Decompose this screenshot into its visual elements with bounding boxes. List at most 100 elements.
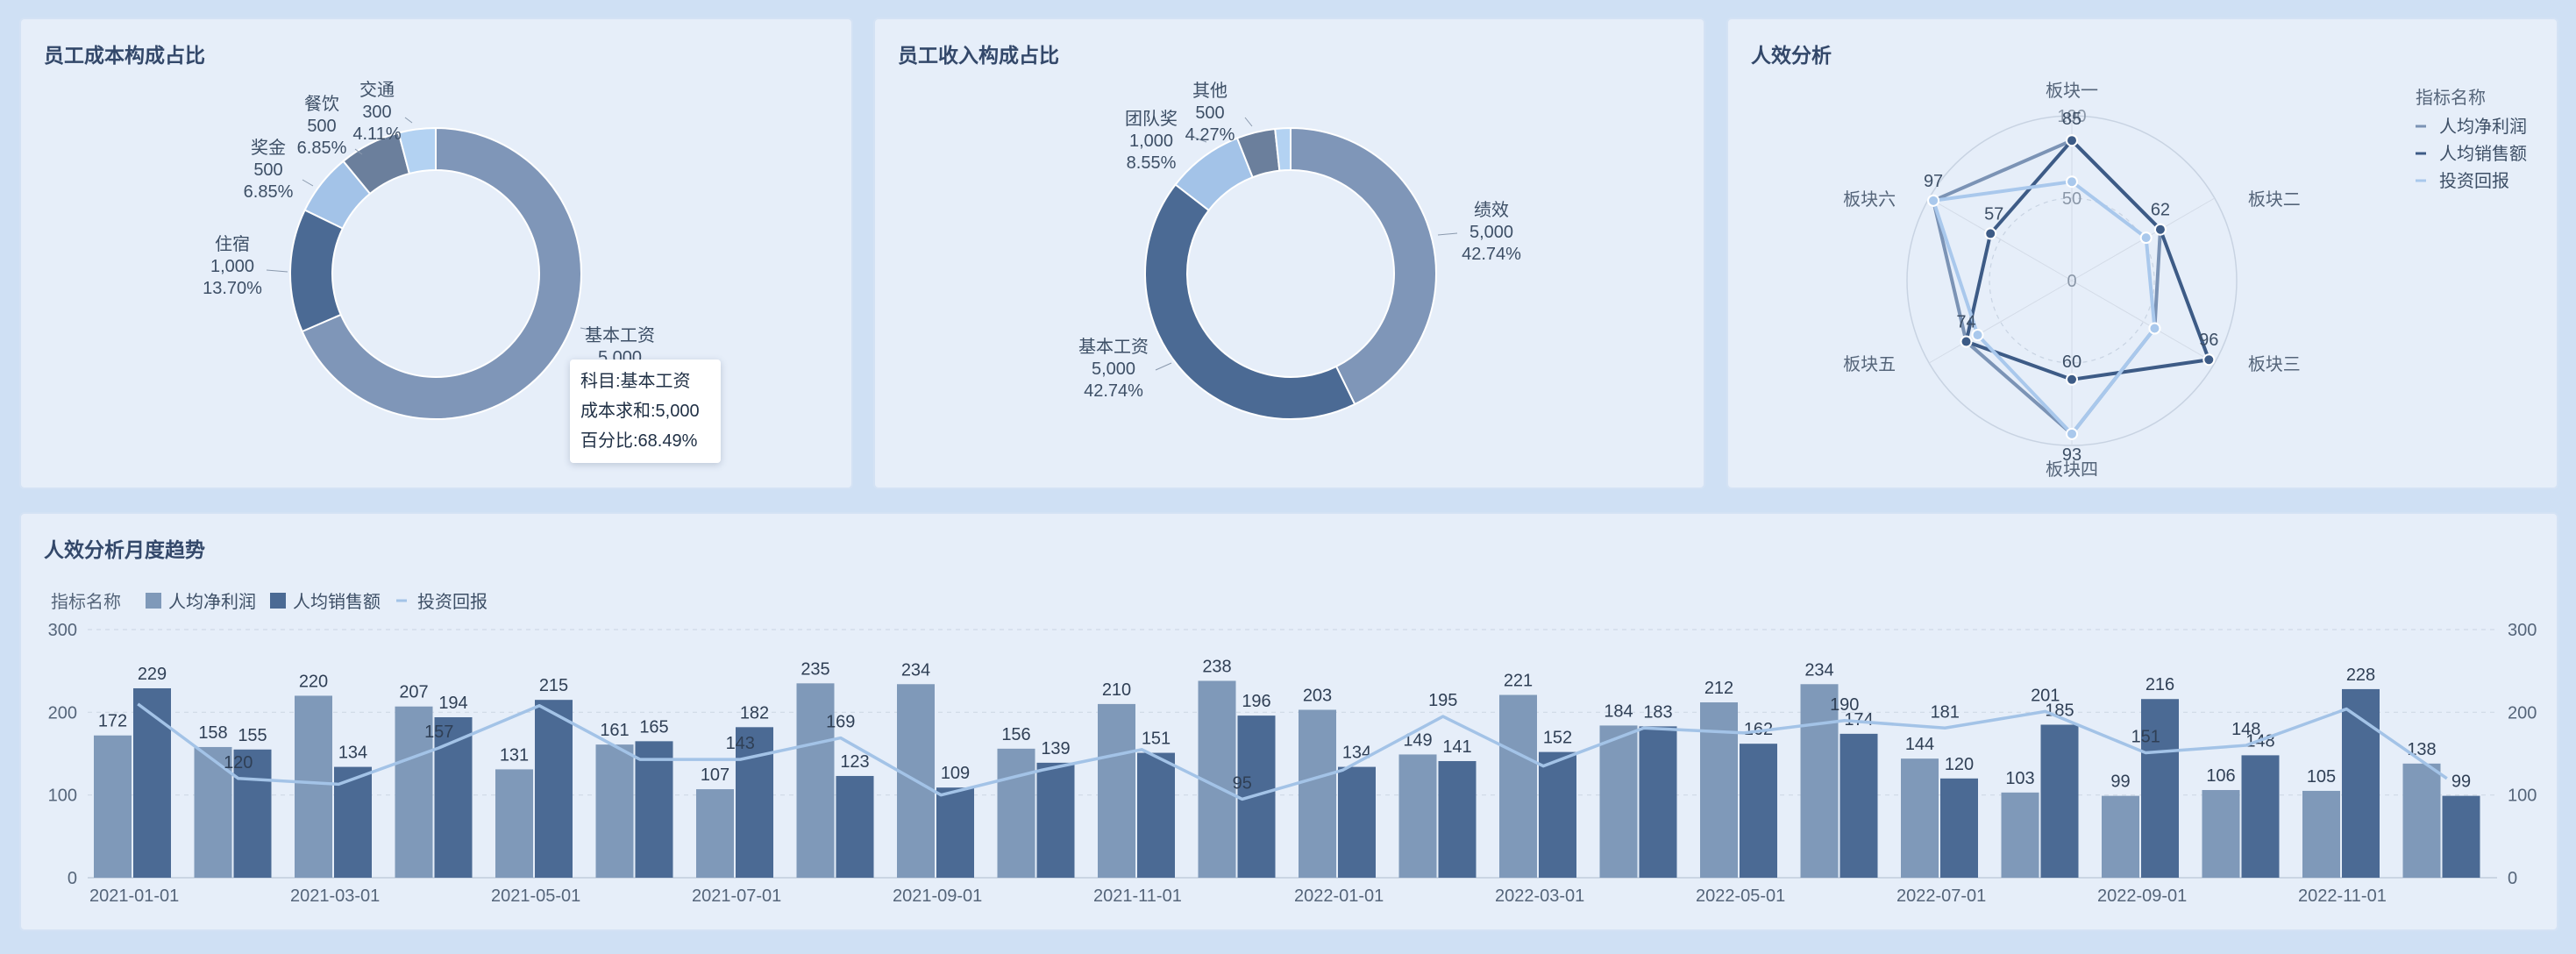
trend-bar-0-0 [94, 735, 132, 878]
radar-point-2-2 [2148, 322, 2161, 335]
trend-bar-0-2 [295, 695, 332, 878]
income-slice-label-0: 绩效 [1474, 200, 1509, 220]
trend-legend-title: 指标名称 [51, 592, 121, 612]
trend-xtick-18: 2022-07-01 [1896, 886, 1986, 906]
trend-line-label-1: 157 [424, 723, 453, 742]
trend-bar-1-4 [535, 700, 573, 878]
trend-bar-label-0-3: 207 [399, 683, 428, 702]
trend-bar-label-1-13: 141 [1442, 737, 1471, 757]
trend-bar-0-16 [1700, 702, 1738, 878]
trend-line-label-9: 151 [2131, 728, 2160, 747]
radar-axis-label-1: 板块二 [2248, 189, 2301, 210]
radar-axis-label-5: 板块六 [1843, 189, 1896, 210]
radar-legend-label-2: 投资回报 [2439, 171, 2509, 191]
cost-slice-pct-1: 13.70% [203, 279, 262, 298]
trend-bar-label-0-2: 220 [299, 672, 328, 691]
trend-line-label-6: 190 [1830, 695, 1859, 715]
trend-bar-label-0-14: 221 [1504, 672, 1533, 691]
trend-bar-label-0-20: 99 [2110, 772, 2130, 792]
income-slice-4 [1274, 126, 1292, 172]
radar-point-1-3 [2066, 373, 2078, 386]
trend-bar-label-0-21: 106 [2206, 766, 2235, 786]
trend-bar-label-1-6: 182 [740, 703, 769, 723]
trend-ytick-left-300: 300 [48, 621, 77, 640]
trend-bar-0-10 [1098, 703, 1135, 878]
trend-bar-label-0-5: 161 [600, 721, 629, 740]
trend-xtick-14: 2022-03-01 [1495, 886, 1584, 906]
trend-ytick-right-300: 300 [2508, 621, 2537, 640]
radar-value-label-2: 96 [2199, 331, 2218, 350]
trend-bar-label-1-9: 139 [1041, 739, 1070, 758]
income-donut: 绩效 5,000 42.74% 基本工资 5,000 42.74% 团队奖 1,000 8.55… [1078, 81, 1521, 420]
income-slice-pct-2: 8.55% [1127, 153, 1177, 173]
trend-bar-label-1-10: 151 [1142, 730, 1171, 749]
radar-value-label-6: 57 [1984, 204, 2003, 224]
trend-line-roi [137, 702, 2448, 801]
trend-bar-1-5 [635, 741, 673, 878]
trend-bar-1-14 [1539, 751, 1576, 878]
trend-bar-0-14 [1499, 694, 1537, 878]
trend-chart: 0 0 100 100 200 200 300 300 172 158 220 207 131 161 10… [48, 592, 2537, 906]
trend-bar-0-5 [595, 744, 634, 878]
cost-slice-4 [397, 126, 437, 175]
radar-value-label-1: 62 [2151, 201, 2170, 220]
trend-bar-label-0-18: 144 [1905, 735, 1934, 754]
radar-point-2-5 [1927, 194, 1940, 207]
trend-bar-label-0-12: 203 [1303, 687, 1332, 706]
trend-bar-label-0-10: 210 [1102, 680, 1131, 700]
radar-panel: 人效分析 [1726, 18, 2558, 489]
radar-legend-label-0: 人均净利润 [2439, 117, 2527, 137]
trend-bar-1-18 [1940, 778, 1978, 878]
trend-bar-label-1-11: 196 [1242, 692, 1270, 711]
trend-bar-label-0-9: 156 [1001, 725, 1030, 744]
income-slice-label-2: 团队奖 [1125, 109, 1178, 129]
cost-leader-0 [580, 327, 601, 332]
cost-leader-2 [302, 179, 314, 187]
radar-tick-50: 50 [2062, 189, 2081, 209]
trend-bar-1-13 [1438, 760, 1477, 878]
radar-axis-label-0: 板块一 [2046, 81, 2098, 101]
trend-bar-label-0-6: 107 [701, 765, 729, 785]
trend-bar-label-0-23: 138 [2407, 740, 2436, 759]
income-leader-2 [1192, 136, 1207, 143]
trend-bar-1-7 [836, 775, 874, 878]
cost-slice-pct-2: 6.85% [244, 182, 294, 202]
trend-xtick-22: 2022-11-01 [2298, 886, 2387, 906]
trend-line-label-3: 169 [826, 713, 855, 732]
cost-slice-value-2: 500 [253, 160, 282, 180]
income-leader-1 [1155, 362, 1172, 371]
radar-spoke-2 [2071, 280, 2216, 364]
trend-bar-label-0-11: 238 [1202, 657, 1231, 676]
income-slice-1 [1144, 183, 1356, 420]
cost-slice-value-4: 300 [362, 103, 391, 122]
trend-xtick-16: 2022-05-01 [1696, 886, 1785, 906]
radar-point-1-5 [1984, 227, 1997, 240]
trend-bar-0-13 [1398, 754, 1437, 878]
cost-leader-3 [354, 148, 363, 155]
trend-ytick-left-100: 100 [48, 787, 77, 806]
trend-bar-1-20 [2141, 699, 2179, 878]
radar-point-1-2 [2202, 353, 2216, 367]
trend-bar-1-11 [1237, 716, 1276, 878]
trend-bar-label-0-7: 235 [801, 659, 829, 679]
income-slice-value-1: 5,000 [1092, 360, 1135, 379]
cost-slice-pct-3: 6.85% [297, 139, 347, 158]
trend-bar-1-16 [1740, 744, 1777, 878]
income-slice-value-3: 500 [1195, 103, 1224, 123]
cost-slice-value-1: 1,000 [210, 257, 254, 276]
trend-bar-1-19 [2040, 724, 2079, 878]
radar-legend-title: 指标名称 [2416, 88, 2486, 108]
trend-bar-label-0-8: 234 [901, 660, 930, 680]
cost-slice-1 [289, 209, 345, 333]
trend-bar-1-3 [434, 716, 473, 878]
income-slice-pct-3: 4.27% [1185, 125, 1235, 145]
trend-xtick-0: 2021-01-01 [89, 886, 179, 906]
trend-bar-label-1-2: 134 [338, 744, 367, 763]
trend-bar-label-1-22: 228 [2346, 666, 2375, 685]
income-panel-title: 员工收入构成占比 [898, 44, 1059, 67]
income-slice-pct-1: 42.74% [1084, 381, 1143, 401]
trend-bar-label-1-18: 120 [1945, 755, 1974, 774]
cost-slice-label-4: 交通 [359, 80, 395, 100]
trend-xtick-6: 2021-07-01 [692, 886, 781, 906]
trend-bar-0-4 [495, 769, 533, 878]
